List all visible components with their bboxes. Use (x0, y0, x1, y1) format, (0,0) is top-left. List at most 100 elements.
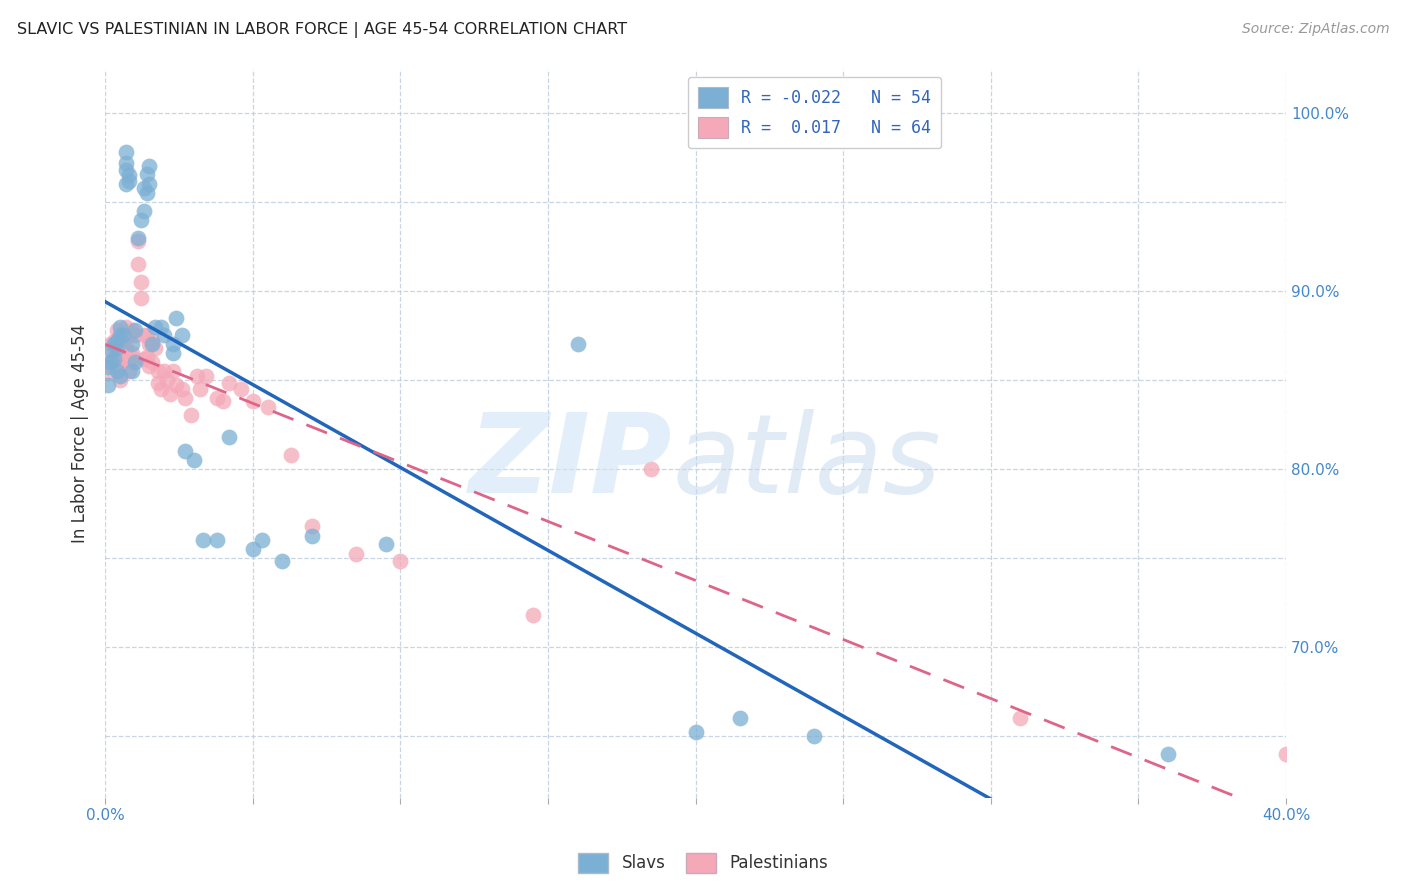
Point (115, 341, 138, 355)
Point (103, 351, 125, 366)
Point (127, 234, 149, 248)
Text: ZIP: ZIP (468, 409, 672, 516)
Point (97, 366, 120, 380)
Point (108, 337, 131, 351)
Point (159, 387, 181, 401)
Point (207, 391, 229, 405)
Point (138, 337, 160, 351)
Point (118, 351, 141, 366)
Point (1275, 747, 1298, 761)
Point (153, 328, 176, 343)
Point (121, 337, 143, 351)
Point (121, 364, 143, 378)
Text: SLAVIC VS PALESTINIAN IN LABOR FORCE | AGE 45-54 CORRELATION CHART: SLAVIC VS PALESTINIAN IN LABOR FORCE | A… (17, 22, 627, 38)
Point (141, 334, 163, 348)
Point (129, 291, 152, 305)
Point (162, 364, 184, 378)
Point (115, 156, 138, 170)
Point (115, 145, 138, 160)
Point (148, 376, 170, 391)
Point (127, 230, 149, 244)
Point (153, 364, 176, 378)
Point (108, 369, 131, 384)
Point (194, 369, 217, 384)
Point (191, 533, 214, 547)
Point (218, 430, 240, 444)
Point (105, 341, 128, 355)
Point (138, 177, 160, 191)
Point (105, 351, 128, 366)
Point (301, 518, 323, 533)
Point (97, 378, 120, 392)
Point (389, 554, 412, 568)
Legend: R = -0.022   N = 54, R =  0.017   N = 64: R = -0.022 N = 54, R = 0.017 N = 64 (688, 77, 941, 148)
Point (148, 364, 170, 378)
Point (280, 448, 302, 462)
Point (108, 328, 131, 343)
Point (728, 711, 751, 725)
Point (103, 346, 125, 360)
Point (105, 323, 128, 337)
Point (115, 177, 138, 191)
Point (118, 328, 141, 343)
Point (124, 323, 146, 337)
Point (250, 533, 273, 547)
Y-axis label: In Labor Force | Age 45-54: In Labor Force | Age 45-54 (72, 324, 89, 543)
Point (301, 529, 323, 543)
Point (271, 554, 294, 568)
Point (103, 337, 125, 351)
Point (156, 373, 179, 387)
Point (100, 355, 122, 369)
Point (242, 394, 264, 409)
Point (229, 382, 252, 396)
Point (108, 373, 131, 387)
Point (150, 319, 173, 334)
Point (145, 319, 167, 334)
Point (97, 355, 120, 369)
Point (124, 328, 146, 343)
Point (212, 394, 235, 409)
Point (132, 203, 155, 218)
Point (108, 319, 131, 334)
Point (522, 607, 544, 622)
Point (105, 334, 128, 348)
Point (135, 186, 157, 200)
Point (135, 167, 157, 181)
Point (132, 351, 155, 366)
Point (165, 310, 187, 325)
Point (1010, 711, 1032, 725)
Point (103, 334, 125, 348)
Point (111, 341, 134, 355)
Point (218, 376, 240, 391)
Point (165, 378, 187, 392)
Point (183, 453, 205, 467)
Point (118, 173, 141, 187)
Point (111, 328, 134, 343)
Point (100, 343, 122, 357)
Text: Source: ZipAtlas.com: Source: ZipAtlas.com (1241, 22, 1389, 37)
Point (170, 382, 193, 396)
Point (141, 355, 163, 369)
Point (100, 355, 122, 369)
Point (1157, 747, 1180, 761)
Point (685, 725, 707, 739)
Point (174, 391, 197, 405)
Point (115, 163, 138, 178)
Point (188, 382, 211, 396)
Point (100, 337, 122, 351)
Point (121, 346, 143, 360)
Point (121, 323, 143, 337)
Point (174, 444, 197, 458)
Point (111, 328, 134, 343)
Point (129, 212, 152, 227)
Point (118, 364, 141, 378)
Point (124, 355, 146, 369)
Point (162, 346, 184, 360)
Point (374, 536, 396, 550)
Point (135, 350, 157, 364)
Point (170, 328, 193, 343)
Point (118, 169, 141, 183)
Point (129, 275, 152, 289)
Point (127, 257, 149, 271)
Point (162, 337, 184, 351)
